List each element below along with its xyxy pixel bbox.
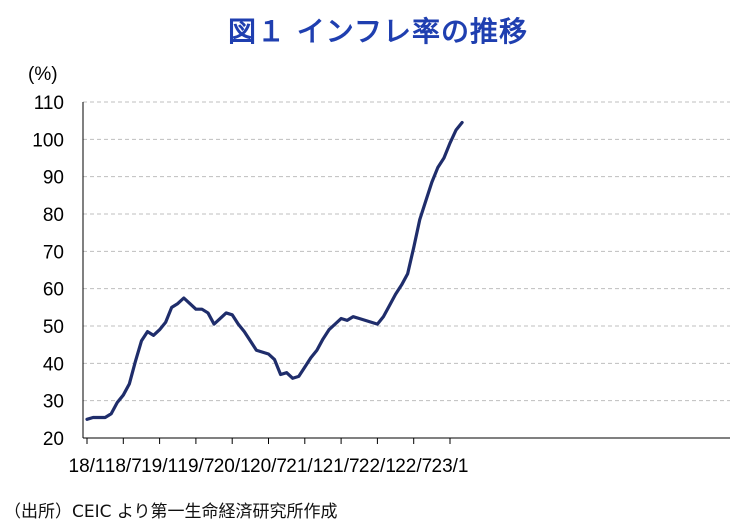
x-tick-label: 21/1 xyxy=(286,456,323,477)
axes xyxy=(82,102,730,444)
x-tick-label: 23/1 xyxy=(432,456,469,477)
y-tick-label: 60 xyxy=(43,280,64,301)
y-tick-label: 40 xyxy=(43,354,64,375)
y-tick-labels: 20 30 40 50 60 70 80 90 100 110 xyxy=(32,93,64,450)
x-tick-label: 19/7 xyxy=(177,456,214,477)
x-tick-label: 18/7 xyxy=(105,456,142,477)
x-tick-labels: 18/1 18/7 19/1 19/7 20/1 20/7 21/1 21/7 22/1 22/7… xyxy=(69,456,469,477)
series-layer xyxy=(85,120,464,421)
x-tick-label: 21/7 xyxy=(323,456,360,477)
chart-title: 図１ インフレ率の推移 xyxy=(228,15,528,48)
x-tick-label: 19/1 xyxy=(141,456,178,477)
x-tick-label: 20/1 xyxy=(214,456,251,477)
y-axis-unit-label: (%) xyxy=(28,64,58,85)
y-tick-label: 100 xyxy=(32,130,64,151)
y-tick-label: 90 xyxy=(43,168,64,189)
y-tick-label: 70 xyxy=(43,242,64,263)
x-tick-label: 20/7 xyxy=(250,456,287,477)
y-tick-label: 50 xyxy=(43,317,64,338)
y-tick-label: 20 xyxy=(43,429,64,450)
x-tick-label: 18/1 xyxy=(69,456,106,477)
y-tick-label: 110 xyxy=(34,93,64,114)
source-note: （出所）CEIC より第一生命経済研究所作成 xyxy=(4,502,338,522)
y-tick-label: 80 xyxy=(43,205,64,226)
y-tick-label: 30 xyxy=(43,392,64,413)
x-tick-label: 22/1 xyxy=(359,456,396,477)
x-tick-label: 22/7 xyxy=(395,456,432,477)
series-line xyxy=(85,120,464,421)
gridlines xyxy=(83,101,730,402)
